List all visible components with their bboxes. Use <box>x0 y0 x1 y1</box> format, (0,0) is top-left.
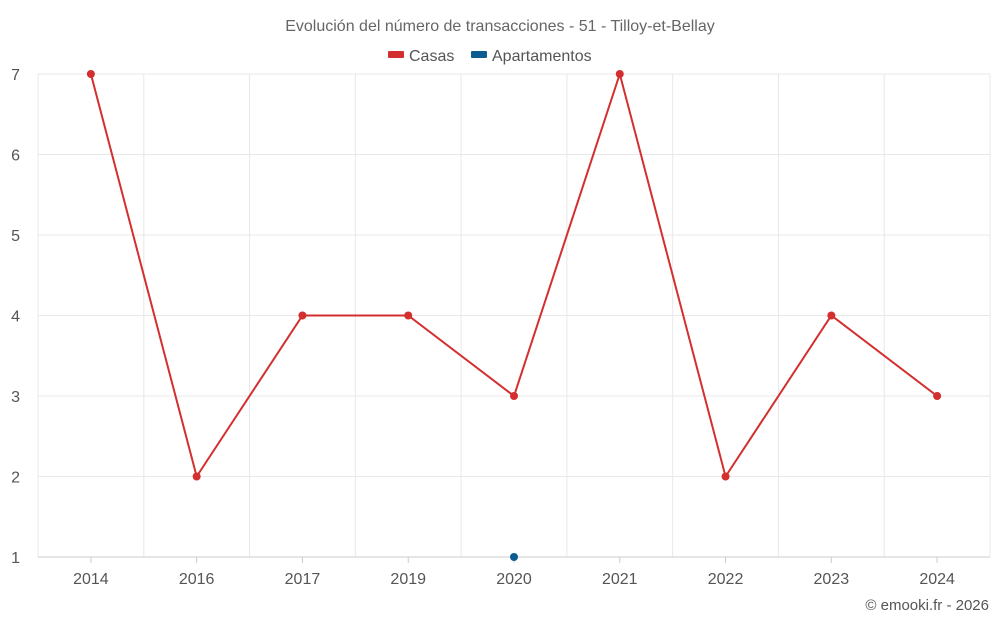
x-tick-label: 2024 <box>919 571 955 588</box>
legend-swatch-casas <box>388 51 404 58</box>
data-point-casas[interactable] <box>298 311 307 320</box>
x-tick-label: 2021 <box>602 571 638 588</box>
data-point-casas[interactable] <box>827 311 836 320</box>
y-tick-label: 5 <box>11 228 20 245</box>
data-point-casas[interactable] <box>615 70 624 78</box>
chart-title: Evolución del número de transacciones - … <box>285 18 715 35</box>
y-tick-label: 7 <box>11 67 20 84</box>
data-point-casas[interactable] <box>721 472 730 481</box>
y-tick-label: 1 <box>11 550 20 567</box>
y-tick-label: 3 <box>11 389 20 406</box>
data-point-casas[interactable] <box>510 392 518 400</box>
axes: 1 2 3 4 5 6 7 2014 2016 2017 2019 2020 2021 2022 2023 2… <box>11 67 990 588</box>
x-tick-label: 2016 <box>179 571 215 588</box>
grid <box>37 73 991 557</box>
legend-swatch-apartamentos <box>471 51 487 58</box>
x-tick-label: 2014 <box>73 571 109 588</box>
legend-label-casas: Casas <box>409 48 454 65</box>
x-tick-label: 2017 <box>285 571 321 588</box>
y-tick-label: 2 <box>11 470 20 487</box>
data-point-casas[interactable] <box>404 311 413 320</box>
y-tick-label: 4 <box>11 309 20 326</box>
series <box>86 70 942 561</box>
x-tick-label: 2020 <box>496 571 532 588</box>
series-line-casas <box>89 70 938 479</box>
y-tick-label: 6 <box>11 148 20 165</box>
data-point-apartamentos[interactable] <box>510 553 518 561</box>
data-point-casas[interactable] <box>192 472 201 481</box>
legend[interactable]: Casas Apartamentos <box>388 48 592 65</box>
legend-item-apartamentos[interactable]: Apartamentos <box>471 48 592 65</box>
data-point-casas[interactable] <box>933 392 942 400</box>
x-tick-label: 2019 <box>390 571 426 588</box>
data-point-casas[interactable] <box>86 70 95 78</box>
legend-item-casas[interactable]: Casas <box>388 48 454 65</box>
legend-label-apartamentos: Apartamentos <box>492 48 592 65</box>
x-tick-label: 2023 <box>814 571 850 588</box>
x-tick-label: 2022 <box>708 571 744 588</box>
credit-text: © emooki.fr - 2026 <box>865 597 989 614</box>
